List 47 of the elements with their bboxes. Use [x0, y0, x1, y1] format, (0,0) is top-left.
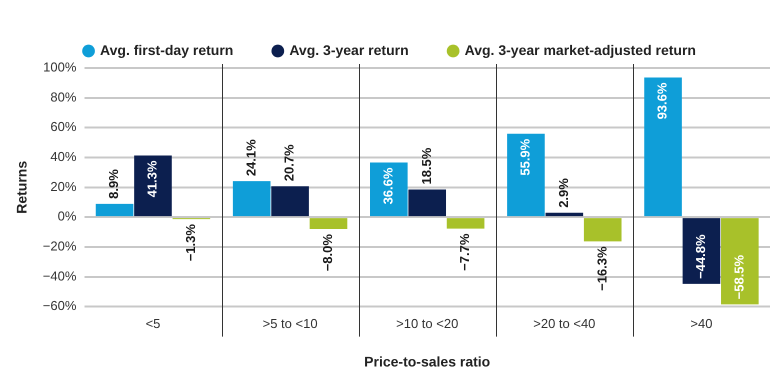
- y-tick-label: −60%: [42, 298, 77, 314]
- legend-label: Avg. first-day return: [100, 42, 234, 58]
- text: 2.9%: [556, 178, 571, 208]
- bar: [134, 156, 172, 216]
- bar: [310, 218, 348, 230]
- x-tick-label: >10 to <20: [396, 316, 458, 331]
- bar: [408, 190, 446, 216]
- bar: [546, 212, 584, 216]
- text: 18.5%: [418, 148, 434, 185]
- text: −8.0%: [320, 234, 336, 272]
- text: 41.3%: [144, 160, 160, 198]
- y-tick-label: 0%: [58, 208, 77, 224]
- x-axis-title: Price-to-sales ratio: [364, 353, 490, 370]
- text: 93.6%: [654, 82, 670, 120]
- bar: [271, 186, 309, 216]
- y-tick-label: 20%: [50, 178, 77, 194]
- text: −44.8%: [693, 234, 708, 279]
- bar: [232, 181, 271, 216]
- text: −58.5%: [731, 254, 746, 300]
- text: −7.7%: [457, 234, 472, 271]
- y-axis-title: Returns: [13, 160, 30, 214]
- y-tick-label: 40%: [50, 149, 77, 164]
- bar: [644, 78, 682, 216]
- bar: [584, 218, 622, 242]
- y-tick-label: −40%: [42, 268, 77, 284]
- y-tick-label: 60%: [50, 119, 77, 134]
- x-tick-label: <5: [146, 316, 160, 331]
- legend-label: Avg. 3-year market-adjusted return: [464, 42, 696, 58]
- text: 55.9%: [518, 138, 533, 176]
- y-tick-label: 80%: [50, 89, 77, 104]
- y-tick-label: −20%: [42, 238, 77, 254]
- y-tick-label: 100%: [43, 60, 77, 75]
- text: 24.1%: [243, 139, 258, 176]
- bar: [682, 218, 720, 284]
- bar: [721, 218, 759, 304]
- bar: [96, 204, 134, 216]
- x-tick-label: >5 to <10: [262, 316, 318, 331]
- bar: [446, 218, 484, 229]
- text: 36.6%: [380, 168, 396, 204]
- bar: [507, 134, 545, 216]
- x-tick-label: >20 to <40: [533, 316, 596, 331]
- text: 8.9%: [106, 169, 122, 199]
- text: −16.3%: [594, 246, 610, 291]
- text: −1.3%: [182, 224, 198, 262]
- legend-label: Avg. 3-year return: [289, 42, 409, 58]
- x-tick-label: >40: [690, 316, 712, 331]
- text: 20.7%: [282, 144, 297, 182]
